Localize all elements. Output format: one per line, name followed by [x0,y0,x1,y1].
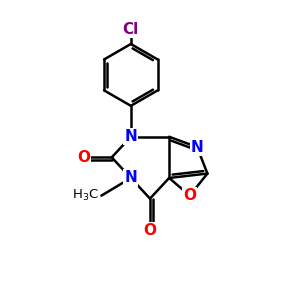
Text: Cl: Cl [123,22,139,37]
Text: N: N [124,129,137,144]
Text: N: N [191,140,203,154]
Text: O: O [143,224,157,238]
Text: N: N [124,170,137,185]
Text: H$_3$C: H$_3$C [72,188,98,203]
Text: O: O [183,188,196,203]
Text: O: O [77,150,90,165]
